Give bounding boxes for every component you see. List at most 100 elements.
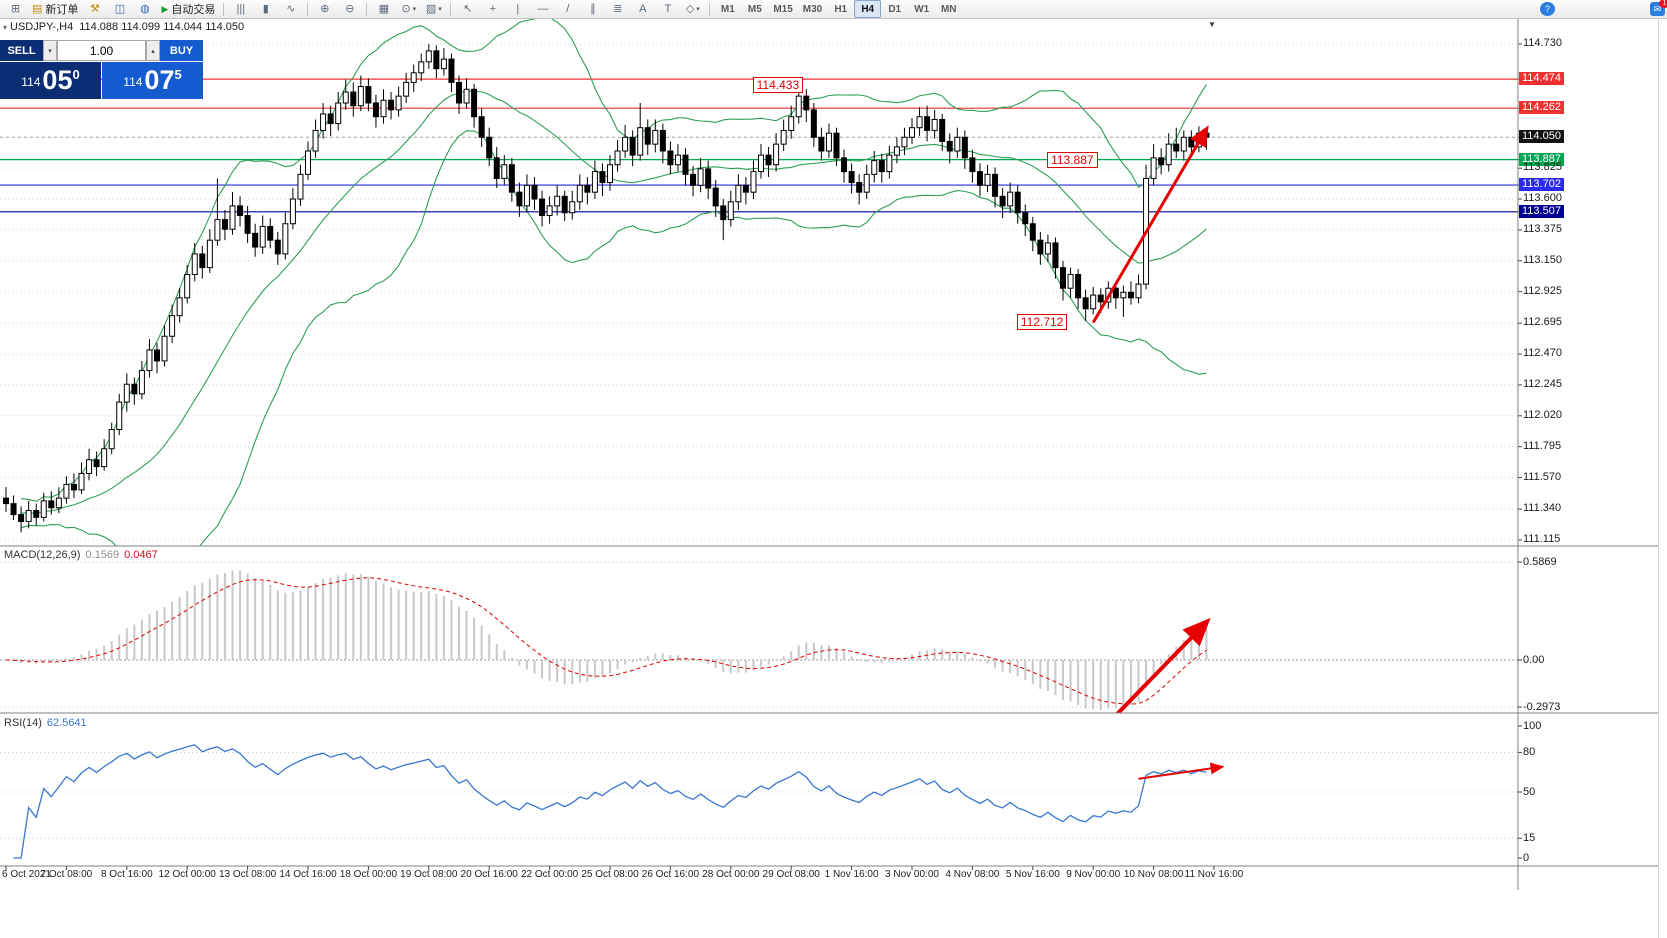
timeframe-m15-button[interactable]: M15	[773, 3, 793, 15]
macd-histogram	[12, 570, 1208, 710]
lot-decrease-button[interactable]: ▾	[43, 40, 57, 61]
toolbar-separator	[307, 2, 309, 16]
zoom-in-icon: ⊕	[320, 2, 330, 15]
main-chart-panel	[0, 19, 1518, 546]
macd-name: MACD(12,26,9)	[4, 549, 81, 561]
lot-increase-button[interactable]: ▴	[146, 40, 160, 61]
timeframe-m5-button[interactable]: M5	[747, 3, 762, 15]
notification-badge: 1	[1659, 0, 1667, 8]
toolbar-separator	[450, 2, 452, 16]
trend-arrow-macd	[1115, 617, 1211, 713]
candles-chart-button[interactable]: ▮	[253, 0, 278, 18]
new-chart-icon: ⊞	[10, 2, 21, 15]
chart-info-line: ▾ USDJPY-,H4 114.088 114.099 114.044 114.0…	[3, 21, 244, 33]
timeframe-mn-button[interactable]: MN	[940, 3, 957, 15]
cursor-icon: ↖	[463, 2, 473, 15]
crosshair-icon: +	[489, 2, 497, 15]
toolbar-separator	[366, 2, 368, 16]
timeframe-d1-button[interactable]: D1	[888, 3, 902, 15]
zoom-out-icon: ⊖	[345, 2, 355, 15]
new-order-icon: ▤	[32, 2, 43, 15]
trendline-icon: /	[566, 2, 570, 15]
chat-button[interactable]: ✉ 1	[1650, 0, 1667, 16]
bars-chart-icon: |||	[236, 2, 246, 15]
timeframe-m30-button[interactable]: M30	[802, 3, 823, 15]
symbol-dropdown-icon[interactable]: ▾	[3, 23, 8, 32]
ohlc-values: 114.088 114.099 114.044 114.050	[79, 21, 245, 33]
ask-big-digits: 07	[144, 65, 175, 95]
rsi-panel	[0, 744, 1518, 859]
new-chart-button[interactable]: ⊞	[3, 0, 28, 18]
label-button[interactable]: T	[655, 0, 680, 18]
buy-button[interactable]: BUY	[160, 40, 203, 61]
rsi-line	[13, 744, 1207, 859]
templates-icon: ▨	[425, 2, 437, 15]
timeframe-h1-button[interactable]: H1	[834, 3, 848, 15]
accounts-button[interactable]: ◫	[107, 0, 132, 18]
line-chart-icon: ∿	[286, 2, 296, 15]
bars-chart-button[interactable]: |||	[228, 0, 253, 18]
window-edge-line	[1658, 19, 1659, 938]
tile-windows-icon: ▦	[378, 2, 390, 15]
mql-wizard-button[interactable]: ⚒	[82, 0, 107, 18]
macd-main-value: 0.1569	[85, 549, 120, 561]
autotrade-icon: ▶	[161, 3, 169, 14]
text-icon: A	[639, 2, 647, 15]
zoom-in-button[interactable]: ⊕	[312, 0, 337, 18]
rsi-name: RSI(14)	[4, 717, 42, 729]
shapes-icon: ◇	[685, 2, 695, 15]
ask-price-button[interactable]: 114 07 5	[102, 62, 203, 99]
templates-button[interactable]: ▨ ▾	[421, 0, 446, 18]
bollinger-lower-band	[20, 130, 1207, 546]
ask-prefix: 114	[123, 75, 143, 89]
tile-windows-button[interactable]: ▦	[371, 0, 396, 18]
lot-size-input[interactable]: 1.00	[57, 40, 146, 61]
fibonacci-button[interactable]: ≣	[605, 0, 630, 18]
candles-chart-icon: ▮	[262, 2, 269, 15]
autotrade-button-label: 自动交易	[171, 4, 216, 16]
accounts-icon: ◫	[114, 2, 126, 15]
line-chart-button[interactable]: ∿	[278, 0, 303, 18]
trend-arrow-rsi	[1138, 762, 1225, 780]
candles-layer	[3, 44, 1210, 533]
timeframe-m1-button[interactable]: M1	[720, 3, 735, 15]
zoom-out-button[interactable]: ⊖	[337, 0, 362, 18]
chevron-down-icon: ▾	[412, 6, 417, 13]
bid-price-button[interactable]: 114 05 0	[0, 62, 101, 99]
label-icon: T	[664, 2, 672, 15]
period-selector-icon: ⊙	[401, 2, 411, 15]
axis-decorations	[0, 19, 1658, 890]
period-selector-button[interactable]: ⊙ ▾	[396, 0, 421, 18]
new-order-button-label: 新订单	[45, 4, 79, 16]
chevron-down-icon: ▾	[696, 6, 700, 13]
crosshair-button[interactable]: +	[480, 0, 505, 18]
fibonacci-icon: ≣	[613, 2, 623, 15]
channel-button[interactable]: ∥	[580, 0, 605, 18]
sell-button[interactable]: SELL	[0, 40, 43, 61]
trendline-button[interactable]: /	[555, 0, 580, 18]
community-button[interactable]: ?	[1540, 2, 1555, 16]
symbol-title: USDJPY-,H4	[10, 21, 74, 33]
horizontal-line-button[interactable]: —	[530, 0, 555, 18]
autotrade-button[interactable]: ▶ 自动交易	[157, 0, 219, 18]
text-button[interactable]: A	[630, 0, 655, 18]
vertical-line-button[interactable]: |	[505, 0, 530, 18]
market-icon: ◍	[140, 2, 150, 15]
new-order-button[interactable]: ▤ 新订单	[28, 0, 82, 18]
timeframe-w1-button[interactable]: W1	[914, 3, 930, 15]
toolbar: ⊞ ▤ 新订单 ⚒ ◫ ◍ ▶ 自动交易 ||| ▮ ∿ ⊕ ⊖ ▦ ⊙ ▾ ▨ ▾ ↖ + | — / ∥ ≣ A T ◇ ▾ M1 M5…	[0, 0, 1667, 19]
timeframe-h4-button[interactable]: H4	[854, 0, 882, 18]
toolbar-separator	[223, 2, 225, 16]
macd-indicator-label: MACD(12,26,9) 0.1569 0.0467	[4, 549, 158, 561]
cursor-button[interactable]: ↖	[455, 0, 480, 18]
bid-big-digits: 05	[42, 65, 73, 95]
chart-shift-marker[interactable]: ▼	[1208, 20, 1216, 29]
market-button[interactable]: ◍	[132, 0, 157, 18]
channel-icon: ∥	[590, 2, 596, 15]
ask-pip-fraction: 5	[174, 67, 182, 82]
shapes-button[interactable]: ◇ ▾	[680, 0, 705, 18]
rsi-indicator-label: RSI(14) 62.5641	[4, 717, 87, 729]
rsi-value: 62.5641	[46, 717, 87, 729]
